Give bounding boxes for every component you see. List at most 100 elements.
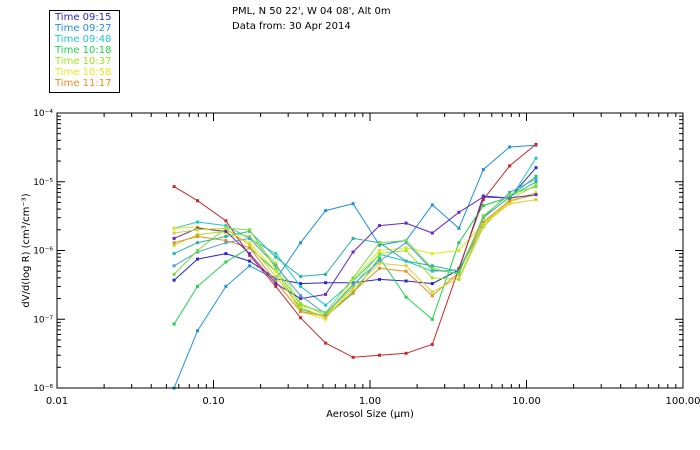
data-point [508,202,512,206]
data-point [351,284,355,288]
data-point [404,249,408,252]
legend-entry: Time 09:27 [55,23,112,34]
data-point [324,303,328,307]
series-line [174,191,537,320]
data-point [430,264,434,268]
data-point [430,282,434,286]
x-tick-label: 10.00 [512,396,541,407]
data-point [378,266,381,270]
data-point [457,266,461,270]
data-point [196,228,199,232]
data-point [196,233,199,237]
data-point [324,292,328,296]
data-point [224,224,228,228]
data-point [534,193,538,197]
data-point [378,261,381,265]
data-point [274,252,278,256]
data-point [481,195,485,199]
data-point [172,243,176,247]
data-point [248,259,252,263]
data-point [534,174,538,178]
data-point [534,190,538,194]
data-point [404,239,408,242]
data-point [351,355,355,359]
data-point [299,274,303,278]
legend-entry: Time 10:37 [55,56,112,67]
data-point [324,316,328,320]
data-point [404,279,408,283]
data-point [299,307,303,311]
data-point [248,252,252,256]
data-point [224,235,228,238]
data-point [457,249,461,252]
data-point [481,204,485,208]
data-point [248,236,252,240]
data-point [430,266,434,270]
data-point [196,220,199,224]
data-point [196,249,199,252]
legend-entry: Time 09:15 [55,12,112,23]
data-point [378,277,381,281]
data-point [274,282,278,286]
chart-header-location: PML, N 50 22', W 04 08', Alt 0m [232,6,391,17]
data-point [196,329,199,333]
data-point [481,214,485,218]
data-point [457,241,461,245]
data-point [224,241,228,245]
data-point [299,309,303,313]
data-point [430,294,434,298]
data-point [274,277,278,281]
data-point [274,261,278,265]
data-point [196,235,199,238]
data-point [248,228,252,232]
legend: Time 09:15 Time 09:27 Time 09:48 Time 10:18… [49,10,120,93]
data-point [274,280,278,284]
data-point [534,185,538,189]
data-point [299,303,303,307]
data-point [172,241,176,245]
series-line [173,178,537,315]
legend-entry: Time 10:18 [55,45,112,56]
data-point [248,264,252,268]
data-point [351,290,355,294]
data-point [324,272,328,276]
data-point [299,284,303,288]
data-point [508,199,512,203]
data-point [378,259,381,263]
series-line [173,194,537,317]
data-point [534,198,538,202]
data-point [481,168,485,172]
data-point [404,221,408,225]
data-point [299,301,303,305]
data-point [430,290,434,294]
data-point [172,322,176,326]
data-point [172,272,176,276]
series-2 [172,143,538,390]
data-point [196,199,199,203]
data-point [224,219,228,223]
data-point [224,226,228,230]
data-point [534,166,538,170]
data-point [248,253,252,257]
data-point [481,225,485,229]
data-point [224,231,228,235]
data-point [508,193,512,197]
y-tick-label: 10⁻⁴ [33,109,53,119]
data-point [430,317,434,321]
data-point [481,216,485,220]
legend-entry: Time 11:17 [55,78,112,89]
data-point [299,305,303,309]
x-tick-label: 100.00 [666,396,700,407]
data-point [457,269,461,273]
data-point [324,341,328,345]
data-point [430,276,434,280]
data-point [248,246,252,250]
data-point [351,287,355,290]
data-point [404,241,408,245]
x-axis-label: Aerosol Size (μm) [326,409,414,420]
plot-frame [56,112,684,389]
data-point [508,195,512,199]
data-point [274,264,278,268]
data-point [508,164,512,168]
data-point [299,297,303,301]
